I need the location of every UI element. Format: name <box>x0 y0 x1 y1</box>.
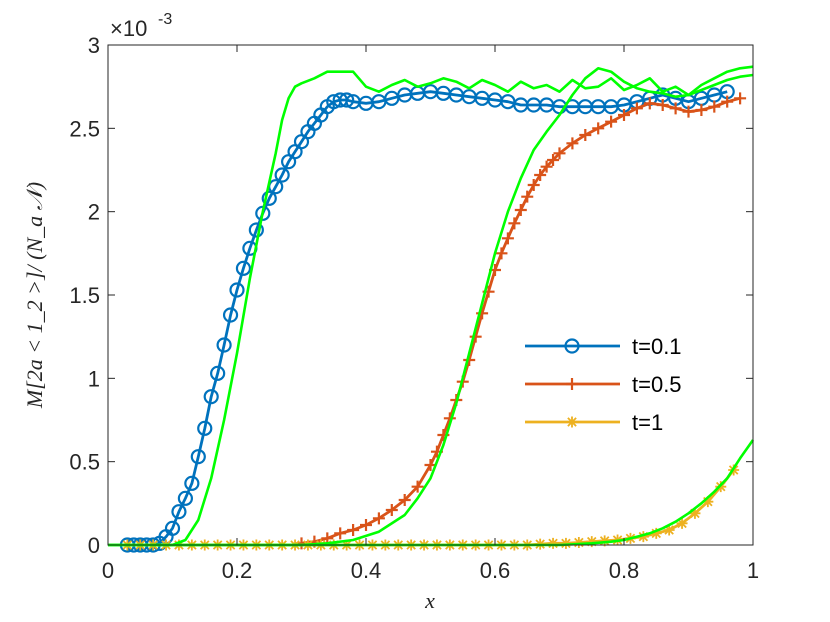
data-point <box>347 524 360 536</box>
data-point <box>216 337 232 353</box>
data-point <box>586 536 598 548</box>
y-axis-label: M[2a < 1_2 >]/ (N_a 𝒩) <box>22 182 47 409</box>
data-point <box>274 167 290 183</box>
x-tick-label: 0.2 <box>222 558 253 583</box>
data-point <box>566 137 579 150</box>
legend-label: t=0.1 <box>632 334 682 359</box>
data-point <box>372 512 385 525</box>
data-point <box>605 115 618 128</box>
data-point <box>553 147 566 160</box>
y-exponent-power: -3 <box>158 11 172 28</box>
data-point <box>663 524 675 536</box>
data-point <box>547 537 559 549</box>
data-point <box>248 222 264 238</box>
y-tick-label: 0.5 <box>69 450 100 475</box>
data-point <box>222 307 239 323</box>
data-point <box>702 496 714 508</box>
ticks-layer: 0 0.2 0.4 0.6 0.8 1 0 0.5 1 1.5 2 2.5 3 <box>69 33 759 583</box>
x-tick-label: 0.8 <box>609 558 640 583</box>
series-reference-4 <box>108 67 754 547</box>
y-tick-label: 3 <box>88 33 100 58</box>
data-point <box>540 160 553 173</box>
data-point <box>650 527 662 539</box>
data-point <box>229 282 245 298</box>
data-point <box>235 260 252 276</box>
series-line <box>108 65 754 547</box>
data-point <box>592 122 605 135</box>
data-point <box>210 365 226 381</box>
data-point <box>190 449 206 465</box>
x-tick-label: 0.6 <box>480 558 511 583</box>
data-point <box>261 190 277 206</box>
data-point <box>579 129 592 141</box>
legend-marker <box>566 416 578 428</box>
x-axis-label: x <box>424 588 435 613</box>
data-point <box>599 535 611 547</box>
data-point <box>476 307 489 320</box>
data-point <box>521 190 534 203</box>
data-point <box>339 92 355 108</box>
data-point <box>197 420 213 436</box>
y-tick-label: 1 <box>88 366 100 391</box>
data-point <box>203 389 219 405</box>
data-point <box>495 247 508 260</box>
y-tick-label: 0 <box>88 533 100 558</box>
y-exponent-base: ×10 <box>110 16 147 41</box>
data-point <box>360 519 372 531</box>
y-tick-label: 1.5 <box>69 283 100 308</box>
data-point <box>164 520 181 536</box>
legend-label: t=0.5 <box>632 372 682 397</box>
legend: t=0.1 t=0.5 t=1 <box>518 325 726 445</box>
x-tick-label: 0 <box>102 558 114 583</box>
data-point <box>676 517 688 529</box>
y-tick-label: 2.5 <box>69 116 100 141</box>
series-reference-3 <box>108 65 754 547</box>
data-point <box>508 217 521 230</box>
data-point <box>411 480 424 493</box>
legend-label: t=1 <box>632 410 663 435</box>
series-line <box>108 67 754 547</box>
x-tick-label: 0.4 <box>351 558 382 583</box>
data-point <box>514 204 527 216</box>
data-point <box>547 154 560 166</box>
data-point <box>398 494 411 506</box>
y-tick-label: 2 <box>88 200 100 225</box>
data-point <box>534 169 547 181</box>
data-point <box>695 104 708 116</box>
legend-marker <box>564 338 580 354</box>
data-point <box>573 537 585 548</box>
data-point <box>560 537 572 549</box>
data-point <box>734 92 747 105</box>
data-point <box>630 102 643 115</box>
data-point <box>721 95 734 108</box>
data-point <box>643 97 656 110</box>
data-point <box>334 527 347 540</box>
data-point <box>385 504 398 516</box>
data-point <box>708 100 721 113</box>
data-point <box>656 99 669 111</box>
data-point <box>184 475 200 491</box>
data-point <box>682 105 695 118</box>
data-point <box>689 507 701 519</box>
x-tick-label: 1 <box>747 558 759 583</box>
data-point <box>177 490 193 506</box>
data-point <box>618 109 630 121</box>
data-point <box>637 531 649 543</box>
data-point <box>501 232 514 245</box>
legend-marker <box>566 378 578 390</box>
data-point <box>669 102 682 115</box>
data-point <box>171 504 187 520</box>
data-point <box>527 179 540 191</box>
